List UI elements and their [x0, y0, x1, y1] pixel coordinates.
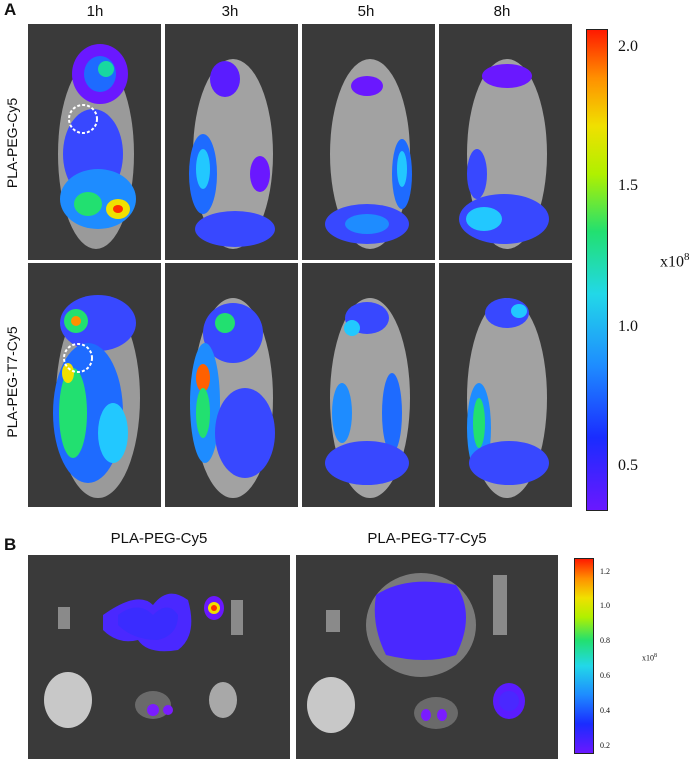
colorbar-b-unit: x108 [642, 653, 657, 663]
mouse-image-cy5-1h [28, 24, 161, 260]
colorbar-a-tick-1-0: 1.0 [618, 318, 638, 335]
mouse-image-cy5-3h [165, 24, 298, 260]
timepoint-label-1h: 1h [86, 3, 104, 20]
panel-b-letter: B [4, 535, 17, 554]
timepoint-label-5h: 5h [357, 3, 375, 20]
mouse-image-t7-3h [165, 263, 298, 507]
timepoint-label-8h: 8h [493, 3, 511, 20]
mouse-image-cy5-8h [439, 24, 572, 260]
colorbar-a-tick-2-0: 2.0 [618, 38, 638, 55]
mouse-image-t7-8h [439, 263, 572, 507]
organ-image-pla-peg-t7-cy5 [296, 555, 558, 759]
mouse-image-t7-5h [302, 263, 435, 507]
colorbar-b-tick-1-0: 1.0 [600, 601, 610, 610]
mouse-image-cy5-5h [302, 24, 435, 260]
colorbar-b-tick-0-8: 0.8 [600, 636, 610, 645]
timepoint-label-3h: 3h [221, 3, 239, 20]
row-label-pla-peg-t7-cy5: PLA-PEG-T7-Cy5 [4, 326, 20, 438]
panel-a-letter: A [4, 0, 17, 19]
colorbar-a-tick-1-5: 1.5 [618, 177, 638, 194]
colorbar-a-tick-0-5: 0.5 [618, 457, 638, 474]
colorbar-b-tick-1-2: 1.2 [600, 567, 610, 576]
colorbar-b-tick-0-4: 0.4 [600, 706, 610, 715]
colorbar-b-tick-0-6: 0.6 [600, 671, 610, 680]
colorbar-b-tick-0-2: 0.2 [600, 741, 610, 750]
row-label-pla-peg-cy5: PLA-PEG-Cy5 [4, 97, 20, 189]
organ-group-label-pla-peg-cy5: PLA-PEG-Cy5 [110, 530, 208, 547]
colorbar-b [574, 558, 594, 754]
colorbar-a-unit: x108 [660, 251, 690, 271]
colorbar-a [586, 29, 608, 511]
organ-group-label-pla-peg-t7-cy5: PLA-PEG-T7-Cy5 [367, 530, 487, 547]
organ-image-pla-peg-cy5 [28, 555, 290, 759]
mouse-image-t7-1h [28, 263, 161, 507]
